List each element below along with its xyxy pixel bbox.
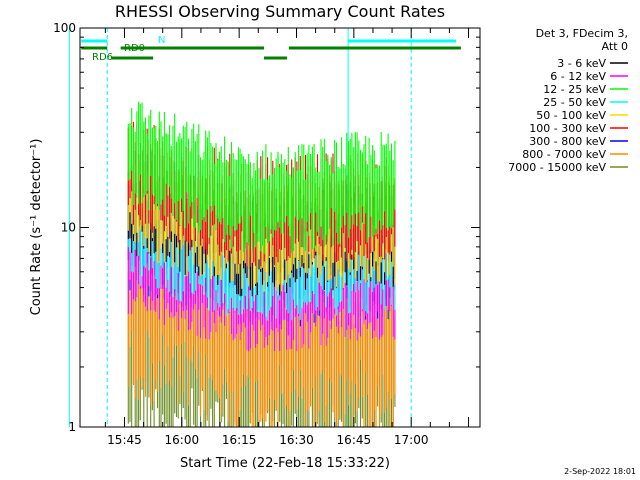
legend-header-line-2: Att 0 <box>602 40 628 53</box>
legend-entry-label: 300 - 800 keV <box>529 135 606 148</box>
legend-entry-label: 7000 - 15000 keV <box>508 161 606 174</box>
x-tick-label: 15:45 <box>107 433 142 447</box>
legend-header-line-1: Det 3, FDecim 3, <box>536 27 628 40</box>
legend-entry-label: 6 - 12 keV <box>550 70 606 83</box>
series-trace <box>127 101 396 254</box>
y-tick-label: 10 <box>61 221 76 235</box>
y-tick-label: 1 <box>68 420 76 434</box>
y-axis: 1 10 100 <box>53 21 480 434</box>
night-label: N <box>158 35 165 46</box>
legend-entry-label: 3 - 6 keV <box>557 57 606 70</box>
footer-timestamp: 2-Sep-2022 18:01 <box>564 467 636 476</box>
rd6-label: RD6 <box>92 52 113 63</box>
y-tick-label: 100 <box>53 21 76 35</box>
x-tick-label: 16:15 <box>222 433 257 447</box>
chart-title: RHESSI Observing Summary Count Rates <box>115 2 445 21</box>
legend-entry-label: 50 - 100 keV <box>536 109 606 122</box>
legend-entry-label: 100 - 300 keV <box>529 122 606 135</box>
x-axis: 15:45 16:00 16:15 16:30 16:45 17:00 <box>104 28 470 447</box>
data-layer <box>68 28 461 427</box>
y-axis-label: Count Rate (s⁻¹ detector⁻¹) <box>29 139 44 316</box>
x-axis-label: Start Time (22-Feb-18 15:33:22) <box>180 456 390 471</box>
x-tick-label: 16:00 <box>165 433 200 447</box>
legend-entry-label: 800 - 7000 keV <box>522 148 606 161</box>
x-tick-label: 17:00 <box>394 433 429 447</box>
x-tick-label: 16:45 <box>337 433 372 447</box>
x-tick-label: 16:30 <box>279 433 314 447</box>
rd0-label: RD0 <box>124 43 145 54</box>
legend-entry-label: 12 - 25 keV <box>543 83 606 96</box>
legend-entry-label: 25 - 50 keV <box>543 96 606 109</box>
